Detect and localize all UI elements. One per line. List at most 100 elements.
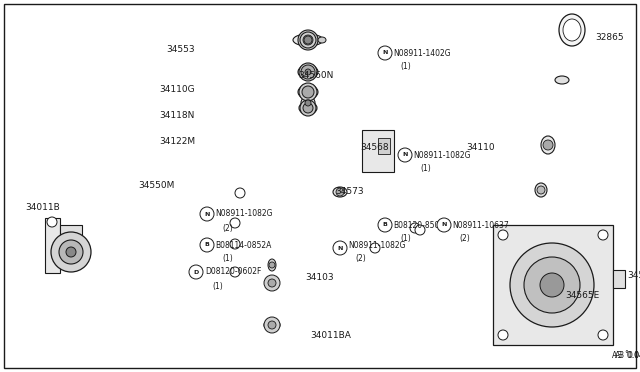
Text: (2): (2) (459, 234, 470, 244)
Text: N: N (442, 222, 447, 228)
Circle shape (498, 330, 508, 340)
Circle shape (303, 103, 313, 113)
Text: 34550M: 34550M (138, 182, 174, 190)
Circle shape (230, 218, 240, 228)
Text: D08120-0602F: D08120-0602F (205, 267, 261, 276)
Circle shape (543, 140, 553, 150)
Bar (45, 218, 60, 273)
Circle shape (301, 65, 315, 79)
Text: 34103: 34103 (305, 273, 333, 282)
Circle shape (304, 36, 312, 44)
Circle shape (299, 63, 317, 81)
Circle shape (410, 223, 420, 233)
Text: N08911-1402G: N08911-1402G (393, 48, 451, 58)
Circle shape (415, 225, 425, 235)
Circle shape (269, 262, 275, 268)
Text: D: D (193, 269, 198, 275)
Circle shape (189, 265, 203, 279)
Circle shape (298, 30, 318, 50)
Text: A3  0.04: A3 0.04 (612, 350, 640, 359)
Ellipse shape (333, 187, 347, 197)
Ellipse shape (299, 102, 317, 115)
Text: N: N (204, 212, 210, 217)
Text: 34560N: 34560N (298, 71, 333, 80)
Bar (362, 130, 394, 172)
Text: (1): (1) (400, 234, 411, 244)
Text: 34553: 34553 (166, 45, 195, 55)
Text: N: N (382, 51, 388, 55)
Text: N08911-1082G: N08911-1082G (413, 151, 470, 160)
Bar (378, 138, 390, 154)
Circle shape (268, 279, 276, 287)
Text: B: B (383, 222, 387, 228)
Text: A3: A3 (615, 350, 625, 359)
Text: 34573: 34573 (335, 187, 364, 196)
Text: 32865: 32865 (595, 33, 623, 42)
Circle shape (66, 247, 76, 257)
Circle shape (299, 83, 317, 101)
Ellipse shape (563, 19, 581, 41)
Circle shape (498, 230, 508, 240)
Text: (1): (1) (420, 164, 431, 173)
Ellipse shape (318, 37, 326, 43)
Ellipse shape (264, 320, 280, 330)
Circle shape (598, 230, 608, 240)
Text: N08911-1082G: N08911-1082G (215, 209, 273, 218)
Circle shape (264, 317, 280, 333)
Circle shape (47, 217, 57, 227)
Text: N08911-10637: N08911-10637 (452, 221, 509, 230)
Circle shape (524, 257, 580, 313)
Circle shape (540, 273, 564, 297)
Text: 34122M: 34122M (159, 138, 195, 147)
Circle shape (230, 267, 240, 277)
Text: 34565E: 34565E (565, 291, 599, 299)
Text: N: N (403, 153, 408, 157)
Ellipse shape (293, 34, 323, 46)
Text: 34110: 34110 (467, 144, 495, 153)
Text: 34118N: 34118N (159, 112, 195, 121)
Circle shape (398, 148, 412, 162)
Ellipse shape (555, 76, 569, 84)
Circle shape (333, 241, 347, 255)
Circle shape (437, 218, 451, 232)
Text: (2): (2) (355, 254, 365, 263)
Circle shape (336, 188, 344, 196)
Ellipse shape (541, 136, 555, 154)
Text: B08120-8502A: B08120-8502A (393, 221, 449, 230)
Text: (2): (2) (222, 224, 233, 232)
Circle shape (378, 46, 392, 60)
Circle shape (302, 86, 314, 98)
Text: °: ° (624, 350, 628, 359)
Circle shape (268, 321, 276, 329)
Ellipse shape (298, 65, 318, 79)
Circle shape (439, 220, 449, 230)
Text: B08114-0852A: B08114-0852A (215, 241, 271, 250)
Circle shape (200, 207, 214, 221)
Circle shape (305, 69, 311, 75)
Circle shape (51, 232, 91, 272)
Circle shape (200, 238, 214, 252)
Text: 34011B: 34011B (25, 203, 60, 212)
Circle shape (598, 330, 608, 340)
Bar (493, 225, 613, 345)
Ellipse shape (535, 183, 547, 197)
Text: N: N (337, 246, 342, 250)
Circle shape (510, 243, 594, 327)
Text: 34565M: 34565M (627, 270, 640, 279)
Circle shape (305, 100, 311, 106)
Circle shape (300, 32, 316, 48)
Text: (1): (1) (212, 282, 223, 291)
Circle shape (230, 239, 240, 249)
Text: 0.04: 0.04 (628, 350, 640, 359)
Text: B: B (205, 243, 209, 247)
Text: 34568: 34568 (360, 144, 388, 153)
Circle shape (59, 240, 83, 264)
Circle shape (303, 35, 313, 45)
Circle shape (264, 275, 280, 291)
Ellipse shape (268, 259, 276, 271)
Text: 34011BA: 34011BA (310, 331, 351, 340)
Circle shape (301, 96, 315, 110)
Circle shape (537, 186, 545, 194)
Circle shape (370, 243, 380, 253)
Circle shape (300, 100, 316, 116)
